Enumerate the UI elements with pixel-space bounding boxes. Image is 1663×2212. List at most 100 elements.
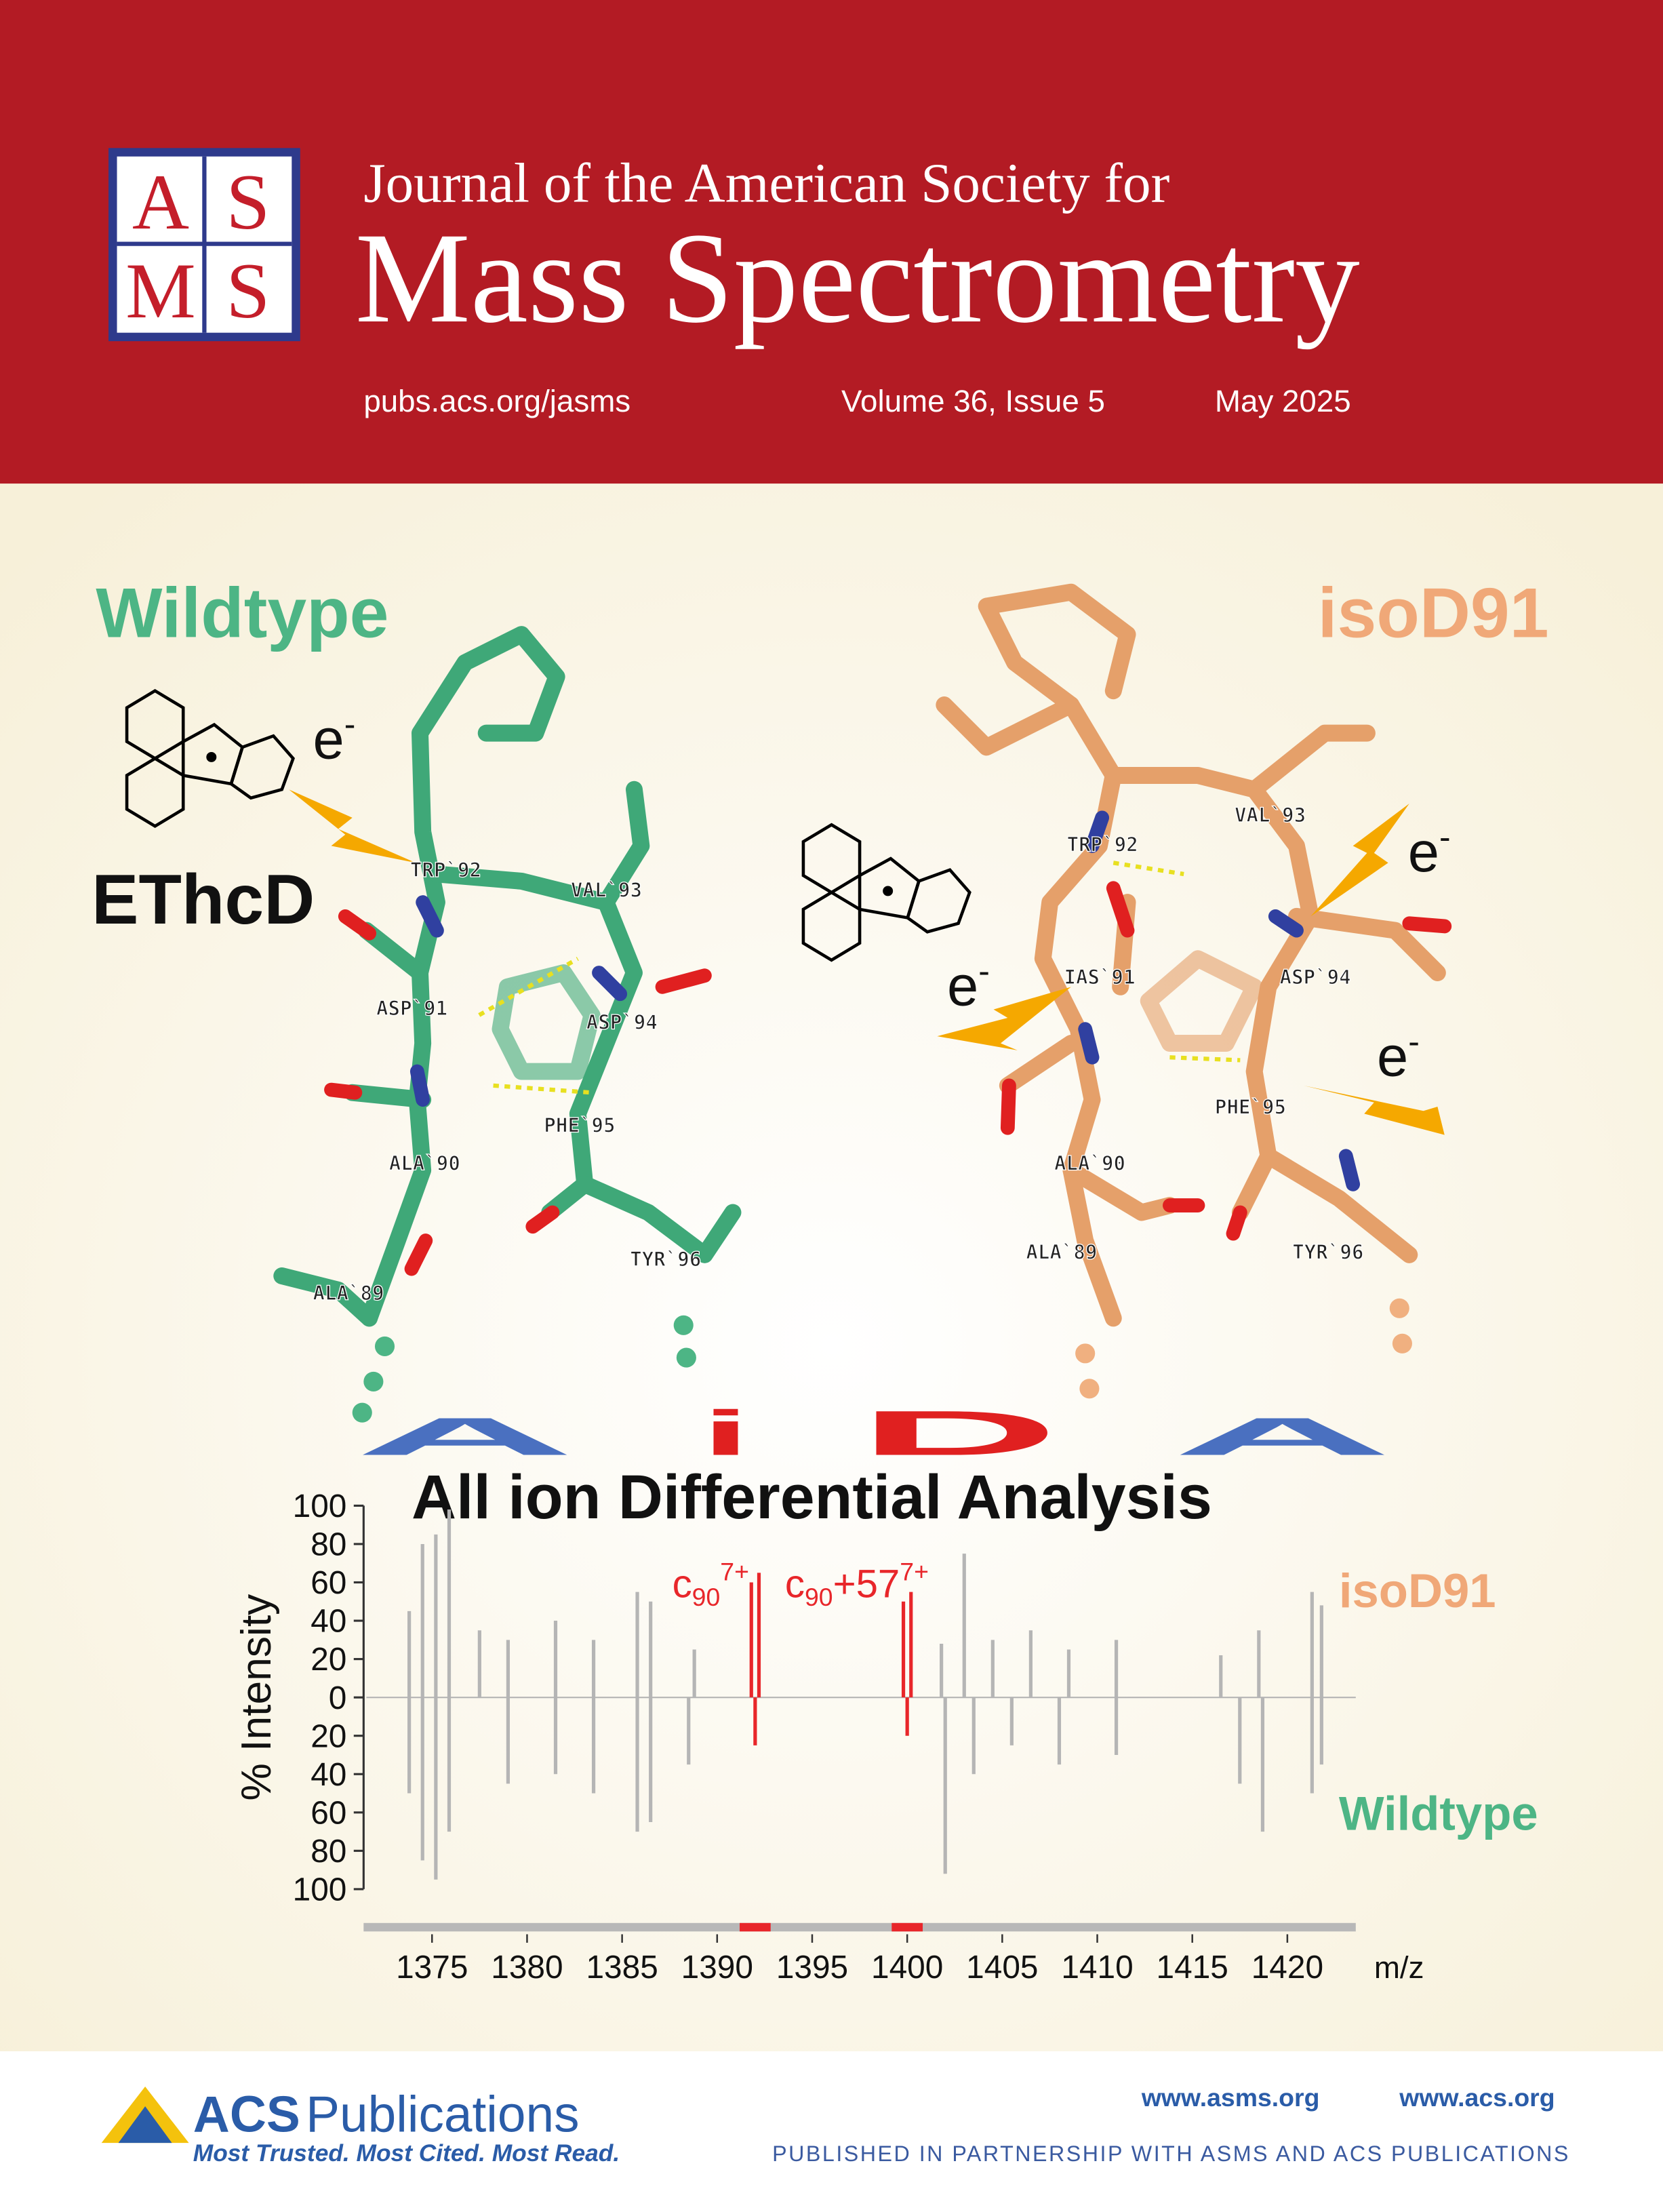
issue-date: May 2025 [1215,384,1351,418]
residue-label: ASP`94 [586,1011,658,1034]
residue-label: PHE`95 [544,1113,615,1137]
y-tick-label: 60 [310,1565,346,1601]
electron-label: e- [1408,818,1451,884]
asms-logo: A S M S [108,148,300,342]
annotation-sub: 90 [692,1583,721,1611]
acs-brand: ACS Publications [193,2085,580,2142]
y-tick-label: 80 [310,1834,346,1870]
residue-label: ASP`91 [376,997,447,1020]
residue-label: VAL`93 [571,878,642,901]
peak-annotation: c907+ [673,1558,749,1611]
journal-url[interactable]: pubs.acs.org/jasms [363,384,630,418]
asms-link[interactable]: www.asms.org [1141,2083,1320,2112]
aida-letter: D [858,1398,1059,1468]
electron-labels: e-e-e-e- [313,705,1450,1088]
y-tick-label: 20 [310,1718,346,1754]
annotation-text: +57 [833,1562,900,1606]
y-tick-label: 0 [329,1680,347,1716]
x-tick-label: 1420 [1251,1950,1323,1986]
aida-letter: A [355,1407,575,1467]
highlight-track [740,1922,771,1932]
x-axis-track [363,1922,1356,1932]
residue-label: ASP`94 [1280,966,1351,989]
residue-label: TYR`96 [1292,1241,1363,1264]
y-tick-label: 40 [310,1757,346,1793]
acs-word: ACS [193,2085,300,2142]
x-tick-label: 1410 [1061,1950,1133,1986]
residue-label: TYR`96 [630,1248,701,1271]
lightning [289,789,1445,1135]
peak-annotation: c90+577+ [785,1558,929,1611]
partnership-note: PUBLISHED IN PARTNERSHIP WITH ASMS AND A… [772,2141,1570,2166]
issue-volume: Volume 36, Issue 5 [841,384,1105,418]
x-tick-label: 1390 [681,1950,753,1986]
electron-charge: - [1408,1023,1420,1061]
y-tick-label: 80 [310,1527,346,1563]
x-tick-label: 1380 [491,1950,563,1986]
electron-label: e- [1377,1023,1420,1088]
residue-label: ALA`90 [1054,1152,1125,1175]
radical-structure [125,689,296,828]
aida-letter: i [701,1398,750,1469]
acs-link[interactable]: www.acs.org [1399,2083,1555,2112]
y-tick-label: 100 [293,1488,347,1524]
electron-label: e- [313,705,355,770]
radical-structure [801,823,971,962]
logo-letter: S [226,159,270,246]
residue-label: IAS`91 [1064,966,1136,989]
y-tick-label: 20 [310,1642,346,1678]
x-tick-label: 1375 [396,1950,468,1986]
wildtype-label: Wildtype [96,574,388,653]
x-tick-label: 1415 [1157,1950,1228,1986]
electron-symbol: e [1408,821,1439,884]
residue-label: TRP`92 [1067,833,1138,856]
aida-letter: A [1173,1407,1392,1467]
x-tick-label: 1400 [871,1950,943,1986]
hbonds [478,861,1241,1095]
wildtype-atoms [324,895,712,1276]
highlight-track [891,1922,923,1932]
residue-labels: TRP`92 VAL`93 ASP`91 ASP`94 PHE`95 ALA`90 TYR`… [313,803,1364,1305]
cover-background [0,483,1663,2051]
x-axis-label: m/z [1374,1950,1424,1985]
y-tick-label: 40 [310,1604,346,1640]
y-axis-label: % Intensity [233,1594,280,1801]
series-label: isoD91 [1339,1564,1496,1617]
acs-logo [101,2086,189,2144]
electron-label: e- [947,952,990,1017]
y-tick-label: 60 [310,1795,346,1831]
drop-dots [352,1298,1412,1423]
wildtype-molecule [273,626,742,1327]
residue-label: TRP`92 [410,858,481,882]
logo-letter: A [132,159,189,246]
electron-charge: - [1439,818,1451,856]
residue-label: VAL`93 [1235,804,1306,827]
logo-letter: S [226,248,270,335]
annotation-sup: 7+ [900,1558,929,1586]
publications-word: Publications [306,2085,579,2142]
y-tick-label: 100 [293,1872,347,1908]
annotation-base: c [785,1562,805,1606]
electron-charge: - [978,952,990,990]
residue-label: PHE`95 [1215,1095,1286,1118]
x-tick-label: 1385 [586,1950,658,1986]
acs-tagline: Most Trusted. Most Cited. Most Read. [193,2140,620,2167]
isod91-label: isoD91 [1318,574,1549,653]
electron-symbol: e [313,708,344,771]
footer-background [0,2051,1663,2212]
residue-label: ALA`89 [1026,1241,1097,1264]
residue-label: ALA`90 [389,1152,460,1175]
annotation-base: c [673,1562,692,1606]
isod91-atoms [1000,810,1452,1241]
annotation-sub: 90 [805,1583,833,1611]
x-tick-label: 1395 [776,1950,848,1986]
x-tick-label: 1405 [966,1950,1038,1986]
electron-symbol: e [1377,1025,1408,1088]
series-label: Wildtype [1339,1787,1538,1840]
logo-letter: M [125,248,196,335]
method-label: EThcD [92,861,315,939]
annotation-sup: 7+ [720,1558,749,1586]
